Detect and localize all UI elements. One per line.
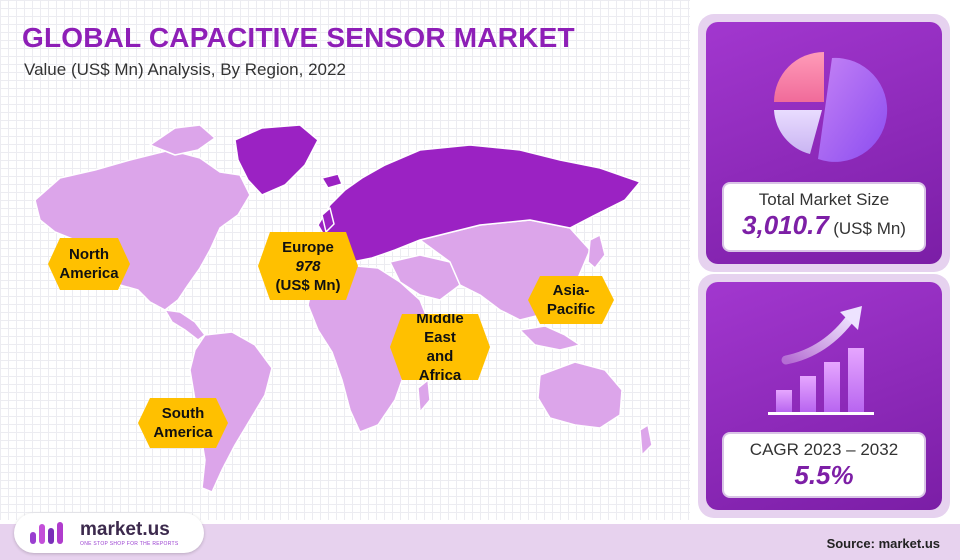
arctic-islands-shape <box>149 124 216 156</box>
africa-shape <box>307 264 431 433</box>
page-title: GLOBAL CAPACITIVE SENSOR MARKET <box>22 22 575 53</box>
cagr-value: 5.5% <box>794 460 854 490</box>
region-name-line: South <box>161 405 205 422</box>
market-size-box: Total Market Size 3,010.7 (US$ Mn) <box>722 182 926 252</box>
market-size-card: Total Market Size 3,010.7 (US$ Mn) <box>706 22 942 264</box>
market-us-logo: market.us ONE STOP SHOP FOR THE REPORTS <box>14 513 204 553</box>
se-asia-islands-shape <box>519 325 581 351</box>
australia-shape <box>537 361 623 429</box>
new-zealand-shape <box>639 424 653 456</box>
region-name-line: East <box>424 329 456 346</box>
region-name-line: Middle <box>416 310 464 327</box>
pie-chart-icon <box>774 52 888 162</box>
central-america-shape <box>164 309 206 341</box>
cagr-box: CAGR 2023 – 2032 5.5% <box>722 432 926 498</box>
iceland-shape <box>321 173 343 189</box>
europe-russia-shape <box>317 144 641 263</box>
region-value: 978 <box>295 257 321 275</box>
source-text: Source: market.us <box>826 536 940 551</box>
region-label-asia-pacific: Asia- Pacific <box>528 276 614 324</box>
greenland-shape <box>234 124 319 196</box>
region-name-line: and Africa <box>418 348 462 384</box>
region-name-line: Pacific <box>546 301 596 318</box>
market-size-value: 3,010.7 <box>742 210 829 240</box>
market-us-logo-icon <box>30 522 63 544</box>
cagr-label: CAGR 2023 – 2032 <box>749 440 899 459</box>
south-america-shape <box>189 331 273 493</box>
region-label-middle-east-africa: Middle East and Africa <box>390 314 490 380</box>
region-label-north-america: North America <box>48 238 130 290</box>
region-unit: (US$ Mn) <box>275 276 341 294</box>
growth-bar-chart-icon <box>768 306 874 415</box>
page-subtitle: Value (US$ Mn) Analysis, By Region, 2022 <box>24 60 346 79</box>
japan-shape <box>587 234 606 269</box>
middle-east-shape <box>389 254 461 301</box>
cagr-card: CAGR 2023 – 2032 5.5% <box>706 282 942 510</box>
madagascar-shape <box>417 379 431 413</box>
region-label-south-america: South America <box>138 398 228 448</box>
market-size-label: Total Market Size <box>758 190 890 209</box>
logo-text: market.us <box>80 519 170 540</box>
region-name-line: North <box>69 246 109 263</box>
uk-shape <box>321 207 335 233</box>
region-label-europe: Europe 978 (US$ Mn) <box>258 232 358 300</box>
region-name-line: Asia- <box>552 282 590 299</box>
region-name-line: America <box>59 265 119 282</box>
region-name-line: Europe <box>282 238 334 256</box>
region-name-line: America <box>153 424 213 441</box>
market-size-unit: (US$ Mn) <box>833 219 906 238</box>
logo-tagline: ONE STOP SHOP FOR THE REPORTS <box>80 541 179 547</box>
